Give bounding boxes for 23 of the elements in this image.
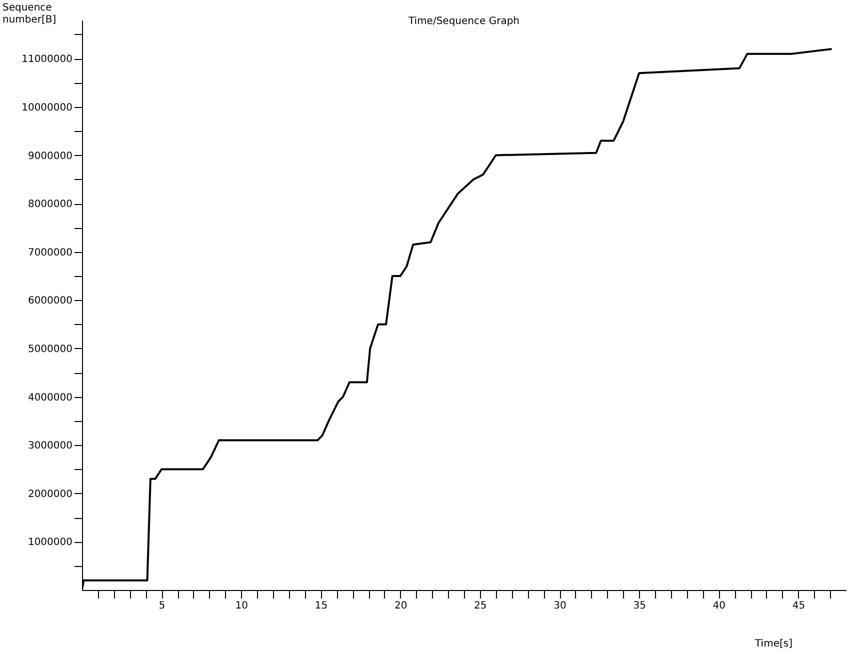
y-tick-label: 4000000 bbox=[28, 392, 72, 404]
y-axis-title: Sequence number[B] bbox=[2, 2, 56, 26]
y-tick-label: 1000000 bbox=[28, 537, 72, 548]
y-tick-label: 6000000 bbox=[28, 296, 72, 307]
chart-title: Time/Sequence Graph bbox=[407, 16, 520, 27]
y-tick-label: 5000000 bbox=[28, 344, 72, 355]
x-tick-label: 20 bbox=[394, 600, 408, 612]
y-tick-label: 9000000 bbox=[28, 150, 72, 162]
y-tick-label: 11000000 bbox=[22, 54, 72, 66]
y-tick-label: 7000000 bbox=[28, 247, 72, 258]
x-tick-label: 25 bbox=[474, 600, 487, 612]
x-tick-label: 15 bbox=[314, 600, 328, 612]
y-tick-label: 2000000 bbox=[28, 488, 72, 500]
y-tick-label: 3000000 bbox=[28, 440, 72, 452]
x-tick-label: 40 bbox=[712, 600, 726, 612]
x-axis-title: Time[s] bbox=[754, 638, 793, 650]
x-tick-label: 5 bbox=[158, 600, 166, 612]
x-tick-label: 45 bbox=[792, 600, 806, 612]
x-tick-label: 30 bbox=[554, 600, 566, 612]
y-tick-label: 10000000 bbox=[22, 102, 72, 114]
y-tick-label: 8000000 bbox=[28, 199, 72, 210]
x-tick-label: 35 bbox=[633, 600, 646, 612]
x-tick-label: 10 bbox=[235, 600, 248, 612]
